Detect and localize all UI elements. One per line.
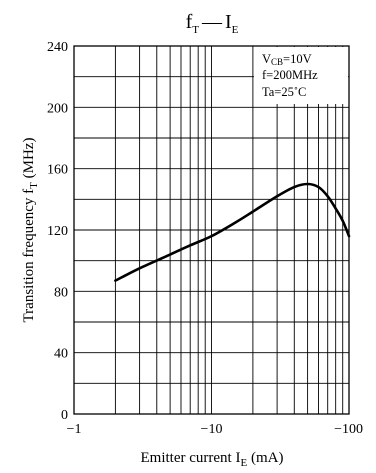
condition-temperature: Ta=25˚C [262,85,306,99]
condition-frequency: f=200MHz [262,68,318,82]
condition-vcb-value: =10V [283,52,312,66]
title-main: f [186,11,193,33]
x-tick-label: −100 [334,422,363,437]
y-axis-label: Transition frequency fT (MHz) [21,138,40,323]
y-axis-ticks: 0 40 80 120 160 200 240 [47,40,68,423]
x-tick-label: −1 [67,422,82,437]
y-tick-label: 40 [54,347,68,362]
y-axis-label-unit: (MHz) [21,138,37,183]
title-second-sub: E [232,24,239,36]
grid [73,46,350,414]
series-line [114,182,351,282]
x-axis-label-sub: E [240,457,247,469]
x-axis-label-unit: (mA) [247,450,283,466]
conditions-background [254,47,348,104]
condition-vcb: VCB=10V [262,52,312,67]
chart-title: fT — IE [186,11,239,36]
x-axis-label: Emitter current IE (mA) [141,450,284,469]
title-main-sub: T [192,24,199,36]
y-tick-label: 0 [61,408,68,423]
plot-frame [73,45,350,415]
y-tick-label: 80 [54,285,68,300]
title-second: I [225,11,232,33]
y-tick-label: 200 [47,101,68,116]
title-dash: — [201,11,223,33]
y-axis-label-sub: T [28,182,40,189]
y-tick-label: 120 [47,224,68,239]
y-tick-label: 240 [47,40,68,55]
y-axis-label-text: Transition frequency f [21,189,37,323]
condition-vcb-prefix: V [262,52,271,66]
conditions-box: VCB=10V f=200MHz Ta=25˚C [254,47,348,104]
x-tick-label: −10 [201,422,223,437]
x-axis-ticks: −1 −10 −100 [67,422,363,437]
x-axis-label-text: Emitter current I [141,450,241,466]
y-tick-label: 160 [47,163,68,178]
condition-vcb-sub: CB [271,57,283,67]
